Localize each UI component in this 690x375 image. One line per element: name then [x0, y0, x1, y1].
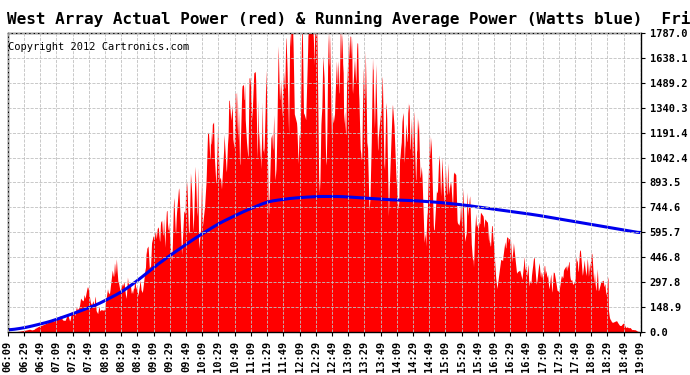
Text: West Array Actual Power (red) & Running Average Power (Watts blue)  Fri Apr 13 1: West Array Actual Power (red) & Running …	[7, 11, 690, 27]
Text: Copyright 2012 Cartronics.com: Copyright 2012 Cartronics.com	[8, 42, 190, 52]
